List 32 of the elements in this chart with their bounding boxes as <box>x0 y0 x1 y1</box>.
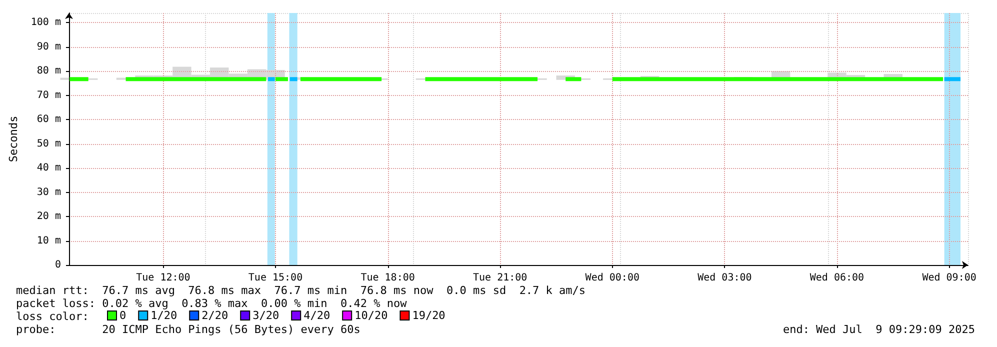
legend-label: 10/20 <box>354 309 388 322</box>
text: median rtt: 76.7 ms avg 76.8 ms max 76.7 ms min 76.8 ms now 0.0 ms sd 2.7 k am/s <box>16 284 586 297</box>
text: probe: 20 ICMP Echo Pings (56 Bytes) every 60s <box>16 323 360 336</box>
y-tick-label: 60 m <box>36 114 61 126</box>
y-tick-label: 30 m <box>36 186 61 198</box>
x-tick-label: Tue 21:00 <box>473 272 528 284</box>
text: packet loss: 0.02 % avg 0.83 % max 0.00 % min 0.42 % now <box>16 297 408 310</box>
legend-label: 19/20 <box>412 309 446 322</box>
text: end: Wed Jul 9 09:29:09 2025 <box>782 323 976 336</box>
legend-label: 4/20 <box>304 309 330 322</box>
legend-title: loss color: <box>16 310 89 323</box>
y-tick-label: 0 <box>54 260 61 270</box>
y-tick-label: 10 m <box>36 235 61 246</box>
y-axis-title: Seconds <box>7 116 20 162</box>
y-tick-label: 40 m <box>36 162 61 174</box>
legend-label: 3/20 <box>252 309 280 322</box>
y-tick-label: 50 m <box>36 138 61 150</box>
y-tick-label: 80 m <box>36 66 61 77</box>
x-tick-label: Wed 06:00 <box>810 272 864 284</box>
y-tick-label: 70 m <box>36 90 61 101</box>
x-tick-label: Tue 18:00 <box>360 272 415 284</box>
legend-label: 2/20 <box>202 309 228 322</box>
x-tick-label: Tue 15:00 <box>248 272 303 284</box>
y-tick-label: 20 m <box>36 211 61 222</box>
x-tick-label: Wed 00:00 <box>585 272 640 284</box>
x-tick-label: Wed 03:00 <box>698 272 752 284</box>
x-tick-label: Wed 09:00 <box>922 272 976 284</box>
x-tick-label: Tue 12:00 <box>136 272 190 284</box>
y-tick-label: 100 m <box>30 17 61 28</box>
legend-label: 0 <box>120 309 126 322</box>
y-tick-label: 90 m <box>36 41 61 52</box>
legend-label: 1/20 <box>150 309 178 322</box>
